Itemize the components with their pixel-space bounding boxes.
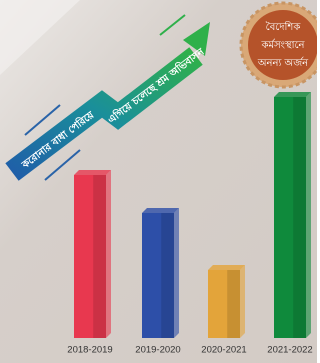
- bar-side: [106, 170, 111, 338]
- bar-side: [240, 265, 245, 338]
- chart: করোনার বাধা পেরিয়ে এগিয়ে চলেছে শ্রম অভ…: [0, 0, 317, 363]
- bar-top: [208, 265, 245, 270]
- x-tick-label: 2018-2019: [67, 345, 112, 356]
- x-tick-label: 2021-2022: [267, 345, 312, 356]
- badge-text: অনন্য অর্জন: [257, 57, 309, 69]
- badge-text: কর্মসংস্থানে: [261, 39, 306, 51]
- bar-side: [306, 92, 311, 338]
- x-tick-label: 2019-2020: [135, 345, 180, 356]
- bar-shade: [93, 175, 106, 338]
- badge-text: বৈদেশিক: [266, 21, 302, 33]
- bar-top: [142, 208, 179, 213]
- bar-shade: [227, 270, 240, 338]
- bar-side: [174, 208, 179, 338]
- bar-top: [274, 92, 311, 97]
- bar-top: [74, 170, 111, 175]
- x-tick-label: 2020-2021: [201, 345, 246, 356]
- bar-shade: [293, 97, 306, 338]
- bar-shade: [161, 213, 174, 338]
